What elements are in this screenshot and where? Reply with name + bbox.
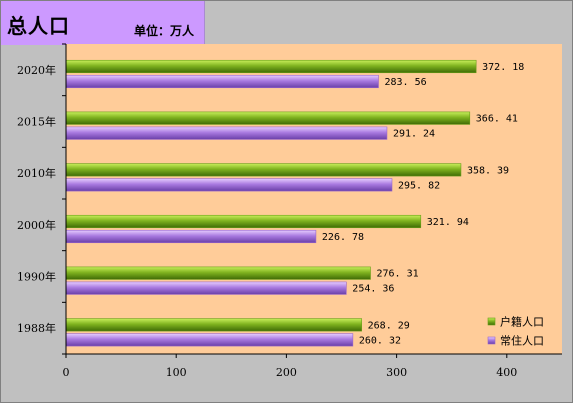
x-tick-label: 100 (166, 366, 187, 379)
legend-swatch (487, 336, 496, 345)
y-tick-label: 2010年 (17, 166, 56, 180)
data-label: 321. 94 (427, 217, 469, 228)
y-tick-label: 2015年 (17, 115, 56, 129)
bar-household-3 (65, 163, 462, 177)
bar-resident-4 (65, 126, 388, 140)
data-label: 276. 31 (376, 269, 418, 280)
bar-resident-0 (65, 333, 354, 347)
bar-household-4 (65, 111, 471, 125)
data-label: 268. 29 (368, 320, 410, 331)
data-label: 260. 32 (359, 335, 401, 346)
unit-label: 单位：万人 (134, 24, 195, 38)
x-tick-label: 400 (496, 366, 517, 379)
y-tick-label: 2000年 (17, 218, 56, 232)
data-label: 226. 78 (322, 232, 364, 243)
bar-resident-5 (65, 74, 379, 89)
title-box: 总人口 单位：万人 (1, 1, 205, 45)
bar-household-5 (65, 59, 477, 74)
plot-area (66, 44, 562, 354)
data-label: 295. 82 (398, 180, 440, 191)
y-tick-label: 1988年 (17, 321, 56, 335)
data-label: 358. 39 (467, 165, 509, 176)
bar-household-1 (65, 266, 371, 280)
x-tick-label: 200 (276, 366, 297, 379)
bar-household-0 (65, 318, 362, 332)
legend-label: 户籍人口 (500, 315, 544, 329)
data-label: 283. 56 (384, 77, 426, 88)
x-tick-label: 300 (386, 366, 407, 379)
bar-resident-3 (65, 178, 393, 192)
data-label: 291. 24 (393, 129, 435, 140)
chart-title: 总人口 (7, 14, 70, 38)
legend-label: 常住人口 (500, 334, 544, 348)
bar-household-2 (65, 214, 422, 229)
x-tick-label: 0 (63, 366, 70, 379)
data-label: 366. 41 (476, 114, 518, 125)
y-tick-label: 2020年 (17, 63, 56, 77)
bar-resident-1 (65, 281, 347, 295)
data-label: 372. 18 (482, 62, 524, 73)
data-label: 254. 36 (352, 284, 394, 295)
legend-swatch (487, 317, 496, 326)
y-tick-label: 1990年 (17, 270, 56, 284)
bar-resident-2 (65, 229, 317, 244)
